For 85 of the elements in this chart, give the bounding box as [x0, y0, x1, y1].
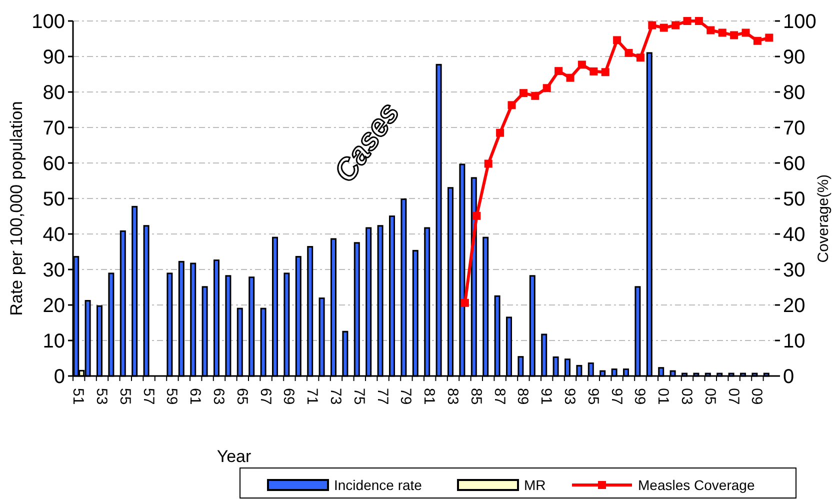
x-tick-label: 93: [561, 388, 578, 405]
point: [578, 60, 586, 69]
point: [531, 92, 540, 100]
y-tick-label: 90: [42, 46, 65, 68]
x-tick-label: 09: [748, 388, 766, 405]
point: [590, 67, 598, 76]
x-axis-title: Year: [216, 447, 252, 466]
y2-tick-label: 80: [783, 82, 806, 104]
y-tick-label: 30: [42, 260, 65, 282]
point: [672, 21, 680, 30]
point: [636, 54, 644, 62]
x-tick-label: 55: [116, 388, 134, 405]
point: [718, 28, 726, 37]
y-tick-label: 100: [32, 11, 65, 33]
x-tick-label: 85: [467, 388, 484, 405]
y-axis-title: Rate per 100,000 population: [7, 101, 26, 316]
point: [554, 67, 563, 76]
x-tick-label: 67: [256, 388, 274, 405]
y2-tick-label: 60: [783, 153, 806, 175]
y2-tick-label: 20: [783, 295, 806, 317]
x-tick-label: 59: [163, 388, 180, 405]
x-tick-label: 57: [140, 388, 157, 405]
x-tick-label: 97: [608, 388, 625, 405]
point: [753, 36, 762, 45]
point: [613, 36, 622, 44]
x-tick-label: 69: [280, 388, 298, 405]
x-tick-label: 95: [584, 388, 602, 405]
legend-label: Measles Coverage: [638, 476, 755, 493]
point: [519, 89, 528, 98]
y-tick-label: 10: [42, 330, 65, 352]
point: [683, 17, 692, 25]
x-tick-label: 01: [654, 388, 672, 405]
y2-tick-label: 0: [783, 366, 794, 388]
x-tick-label: 63: [210, 388, 227, 405]
x-tick-label: 89: [514, 388, 532, 405]
x-tick-label: 03: [678, 388, 695, 405]
x-tick-label: 75: [350, 388, 368, 405]
legend-label: Incidence rate: [334, 476, 422, 493]
y2-tick-label: 70: [783, 118, 806, 140]
point: [484, 160, 492, 168]
y2-tick-label: 90: [783, 46, 806, 68]
point: [660, 24, 668, 32]
point: [566, 74, 574, 82]
point: [694, 17, 703, 25]
point: [508, 101, 516, 110]
x-tick-label: 61: [186, 388, 204, 405]
x-tick-label: 99: [631, 388, 648, 405]
point: [730, 31, 738, 40]
y-tick-label: 40: [42, 224, 65, 246]
y2-tick-label: 40: [783, 224, 806, 246]
y-tick-label: 70: [42, 118, 65, 140]
point: [542, 84, 551, 92]
y-tick-label: 60: [42, 153, 65, 175]
point: [648, 21, 656, 30]
x-tick-label: 83: [444, 388, 461, 405]
x-tick-label: 07: [724, 388, 742, 405]
x-tick-label: 51: [70, 388, 87, 405]
point: [601, 68, 610, 76]
y2-tick-label: 30: [783, 260, 806, 282]
x-tick-label: 87: [490, 388, 508, 405]
x-tick-label: 73: [327, 388, 344, 405]
point: [496, 128, 504, 137]
y2-tick-label: 50: [783, 188, 806, 210]
x-tick-label: 91: [538, 388, 555, 405]
x-tick-label: 77: [374, 388, 391, 405]
x-tick-label: 65: [233, 388, 250, 405]
point: [472, 212, 481, 220]
legend-label: MR: [524, 476, 546, 493]
x-tick-label: 79: [397, 388, 414, 405]
y-tick-label: 20: [42, 295, 65, 317]
point: [706, 26, 715, 34]
point: [765, 34, 774, 42]
x-tick-label: 71: [304, 388, 321, 405]
y-tick-label: 50: [42, 188, 65, 210]
x-tick-label: 53: [93, 388, 110, 405]
y-tick-label: 80: [42, 82, 65, 104]
y2-tick-label: 10: [783, 330, 806, 352]
point: [624, 48, 633, 57]
x-tick-label: 81: [420, 388, 438, 405]
y-tick-label: 0: [54, 366, 65, 388]
y2-axis-title: Coverage(%): [815, 174, 832, 263]
point: [742, 28, 750, 37]
x-tick-label: 05: [701, 388, 718, 405]
y2-tick-label: 100: [783, 11, 816, 33]
point: [460, 298, 469, 307]
